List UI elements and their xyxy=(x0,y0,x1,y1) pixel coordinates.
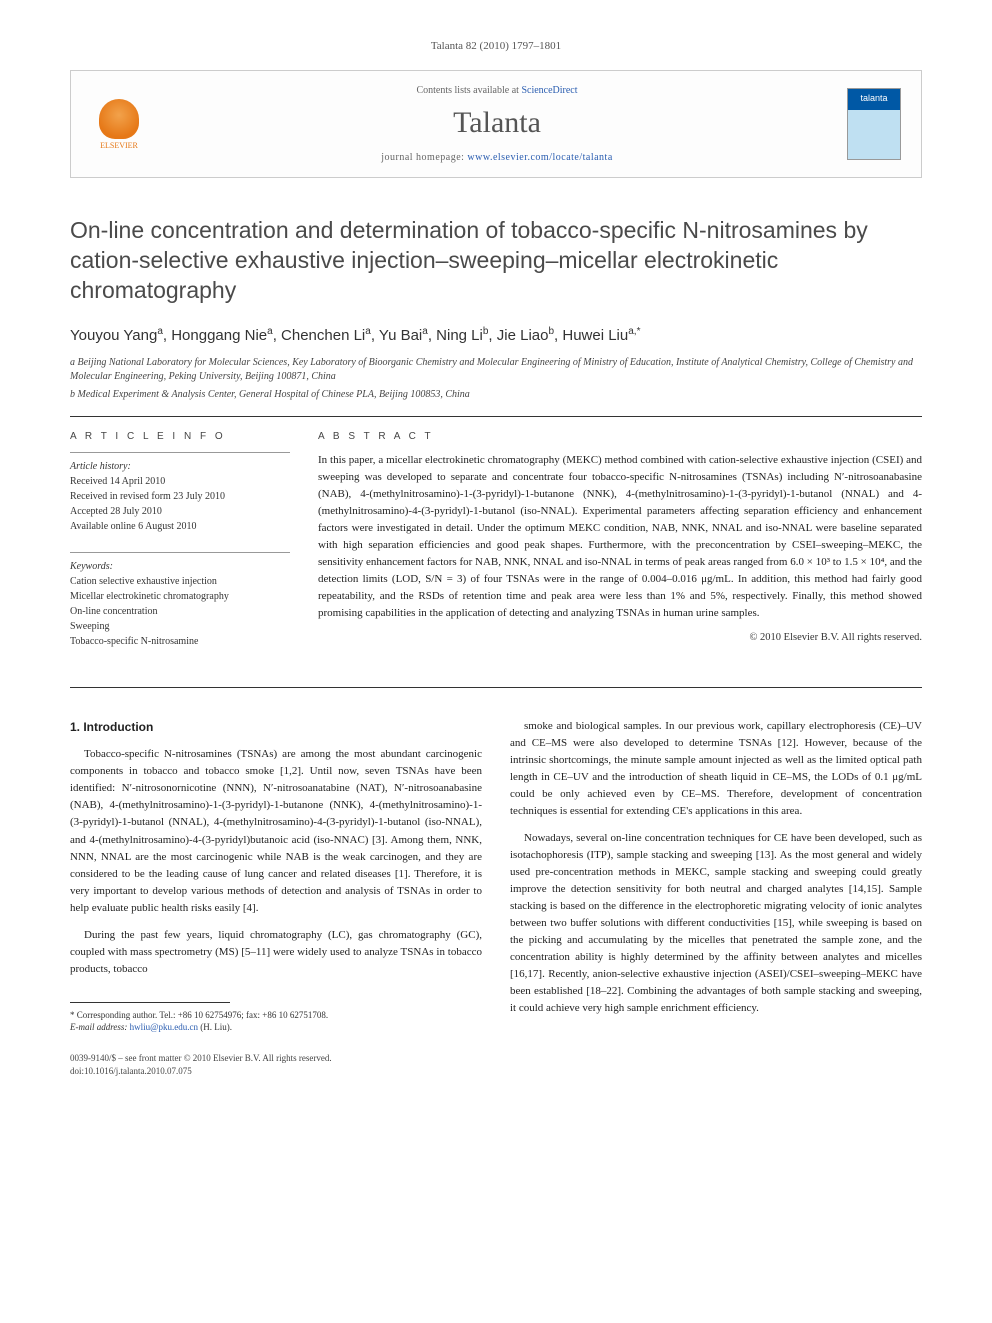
sciencedirect-link[interactable]: ScienceDirect xyxy=(521,85,577,96)
elsevier-logo: ELSEVIER xyxy=(91,93,147,155)
keyword-line: Micellar electrokinetic chromatography xyxy=(70,589,290,604)
journal-header-box: ELSEVIER Contents lists available at Sci… xyxy=(70,70,922,178)
article-history-block: Article history: Received 14 April 2010R… xyxy=(70,452,290,534)
article-info-heading: A R T I C L E I N F O xyxy=(70,431,290,442)
homepage-link[interactable]: www.elsevier.com/locate/talanta xyxy=(467,152,612,163)
history-label: Article history: xyxy=(70,459,290,474)
body-two-column: 1. Introduction Tobacco-specific N-nitro… xyxy=(70,718,922,1078)
journal-cover-thumbnail xyxy=(847,88,901,160)
footnote-email-label: E-mail address: xyxy=(70,1022,130,1032)
intro-paragraph-2: During the past few years, liquid chroma… xyxy=(70,927,482,978)
history-line: Received 14 April 2010 xyxy=(70,474,290,489)
affiliation-line: a Beijing National Laboratory for Molecu… xyxy=(70,356,922,384)
publisher-name: ELSEVIER xyxy=(100,141,138,150)
contents-prefix: Contents lists available at xyxy=(416,85,521,96)
homepage-line: journal homepage: www.elsevier.com/locat… xyxy=(147,152,847,163)
copyright-line: © 2010 Elsevier B.V. All rights reserved… xyxy=(318,632,922,643)
keyword-line: On-line concentration xyxy=(70,604,290,619)
author-list: Youyou Yanga, Honggang Niea, Chenchen Li… xyxy=(70,326,922,344)
corresponding-author-footnote: * Corresponding author. Tel.: +86 10 627… xyxy=(70,1009,482,1034)
keyword-line: Cation selective exhaustive injection xyxy=(70,574,290,589)
keyword-line: Sweeping xyxy=(70,619,290,634)
header-center: Contents lists available at ScienceDirec… xyxy=(147,85,847,163)
history-line: Received in revised form 23 July 2010 xyxy=(70,489,290,504)
contents-line: Contents lists available at ScienceDirec… xyxy=(147,85,847,96)
footnote-email-link[interactable]: hwliu@pku.edu.cn xyxy=(130,1022,198,1032)
abstract-column: A B S T R A C T In this paper, a micella… xyxy=(318,417,922,667)
info-abstract-row: A R T I C L E I N F O Article history: R… xyxy=(70,417,922,688)
footnote-correspond: * Corresponding author. Tel.: +86 10 627… xyxy=(70,1009,482,1022)
elsevier-tree-icon xyxy=(99,99,139,139)
article-title: On-line concentration and determination … xyxy=(70,216,922,306)
journal-name: Talanta xyxy=(147,106,847,140)
intro-paragraph-3: smoke and biological samples. In our pre… xyxy=(510,718,922,820)
footnote-block: * Corresponding author. Tel.: +86 10 627… xyxy=(70,1002,482,1077)
keywords-block: Keywords: Cation selective exhaustive in… xyxy=(70,552,290,649)
abstract-text: In this paper, a micellar electrokinetic… xyxy=(318,452,922,622)
footnote-email-who: (H. Liu). xyxy=(198,1022,232,1032)
doi-line: doi:10.1016/j.talanta.2010.07.075 xyxy=(70,1065,482,1078)
footnote-separator xyxy=(70,1002,230,1003)
journal-reference: Talanta 82 (2010) 1797–1801 xyxy=(70,40,922,52)
front-matter-line: 0039-9140/$ – see front matter © 2010 El… xyxy=(70,1052,482,1065)
homepage-prefix: journal homepage: xyxy=(381,152,467,163)
history-line: Available online 6 August 2010 xyxy=(70,519,290,534)
abstract-heading: A B S T R A C T xyxy=(318,431,922,442)
keyword-line: Tobacco-specific N-nitrosamine xyxy=(70,634,290,649)
affiliations: a Beijing National Laboratory for Molecu… xyxy=(70,356,922,402)
section-1-heading: 1. Introduction xyxy=(70,718,482,737)
intro-paragraph-4: Nowadays, several on-line concentration … xyxy=(510,830,922,1018)
article-info-column: A R T I C L E I N F O Article history: R… xyxy=(70,417,290,667)
affiliation-line: b Medical Experiment & Analysis Center, … xyxy=(70,388,922,402)
keywords-label: Keywords: xyxy=(70,559,290,574)
history-line: Accepted 28 July 2010 xyxy=(70,504,290,519)
intro-paragraph-1: Tobacco-specific N-nitrosamines (TSNAs) … xyxy=(70,746,482,916)
